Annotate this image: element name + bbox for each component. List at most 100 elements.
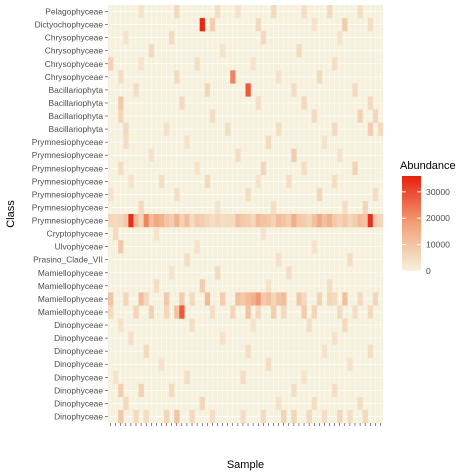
y-tick-label: Mamiellophyceae <box>38 281 104 291</box>
heatmap-cell <box>118 96 124 110</box>
heatmap-cell <box>199 396 205 411</box>
y-tick-label: Pelagophyceae <box>45 7 103 17</box>
heatmap-cell <box>214 214 221 228</box>
legend-tick-label: 10000 <box>426 240 450 250</box>
heatmap-cell <box>118 70 124 84</box>
heatmap-cell <box>270 214 277 228</box>
heatmap-cell <box>250 318 256 332</box>
heatmap-cell <box>337 214 343 228</box>
heatmap-cell <box>301 96 307 110</box>
heatmap-cell <box>133 305 139 319</box>
heatmap-cell <box>143 344 149 358</box>
heatmap-cell <box>352 214 358 228</box>
heatmap-cell <box>270 305 277 319</box>
heatmap-cell <box>158 357 165 371</box>
heatmap-cell <box>306 214 312 228</box>
heatmap-cell <box>204 174 211 189</box>
y-tick-label: Dinophyceae <box>54 411 103 421</box>
heatmap-cell <box>367 344 374 358</box>
heatmap-cell <box>265 357 272 371</box>
y-tick-label: Bacillariophyta <box>49 124 104 134</box>
heatmap-cell <box>133 214 139 228</box>
heatmap-cell <box>138 5 144 19</box>
heatmap-cell <box>372 187 379 202</box>
heatmap-cell <box>158 174 165 189</box>
heatmap-cell <box>372 109 379 123</box>
heatmap-cell <box>321 409 328 424</box>
heatmap-cell <box>179 292 185 306</box>
heatmap-cell <box>276 292 282 306</box>
heatmap-cell <box>301 5 307 19</box>
heatmap-cell <box>148 214 155 228</box>
heatmap-cell <box>164 122 170 136</box>
heatmap-cell <box>179 214 185 228</box>
heatmap-cell <box>143 409 149 424</box>
heatmap-cell <box>148 305 155 319</box>
heatmap-cell <box>174 305 180 319</box>
y-tick-label: Prymnesiophyceae <box>32 163 104 173</box>
heatmap-cell <box>199 214 205 228</box>
heatmap-cell <box>230 214 236 228</box>
heatmap-cell <box>332 174 338 189</box>
y-axis: Pelagophyceae Dictyochophyceae Chrysophyce… <box>32 7 108 421</box>
heatmap-cell <box>260 227 267 241</box>
heatmap-cell <box>326 279 333 293</box>
heatmap-cell <box>296 292 302 306</box>
heatmap-cell <box>291 383 297 398</box>
heatmap-cell <box>281 409 287 424</box>
heatmap-cell <box>204 292 211 306</box>
y-tick-label: Dinophyceae <box>54 320 103 330</box>
heatmap-cell <box>326 214 333 228</box>
heatmap-cell <box>260 161 267 176</box>
y-tick-label: Bacillariophyta <box>49 85 104 95</box>
heatmap-cell <box>342 214 348 228</box>
heatmap-cell <box>255 292 261 306</box>
heatmap-cell <box>286 174 292 189</box>
heatmap-cell <box>118 383 124 398</box>
heatmap-cell <box>296 44 302 58</box>
heatmap-cell <box>209 305 216 319</box>
heatmap-cell <box>281 214 287 228</box>
heatmap-cell <box>240 214 246 228</box>
x-axis <box>110 423 381 426</box>
heatmap-cell <box>235 214 241 228</box>
heatmap-cell <box>265 135 272 149</box>
heatmap-cell <box>245 292 251 306</box>
heatmap-cell <box>199 18 205 32</box>
heatmap-cell <box>362 214 368 228</box>
heatmap-cell <box>367 18 374 32</box>
heatmap-cell <box>184 135 190 149</box>
heatmap-cell <box>194 161 200 176</box>
y-tick-label: Cryptophyceae <box>47 229 104 239</box>
heatmap-cell <box>245 214 251 228</box>
heatmap-cell <box>209 18 216 32</box>
heatmap-cell <box>265 214 272 228</box>
x-axis-title: Sample <box>227 459 264 471</box>
heatmap-cell <box>174 5 180 19</box>
y-tick-label: Prymnesiophyceae <box>32 150 104 160</box>
heatmap-cell <box>367 122 374 136</box>
heatmap-cell <box>342 18 348 32</box>
heatmap-cell <box>321 344 328 358</box>
heatmap-cell <box>235 292 241 306</box>
heatmap-cell <box>245 344 251 358</box>
heatmap-cell <box>357 396 363 411</box>
legend-ticks: 0 10000 20000 30000 <box>402 187 450 276</box>
heatmap-cell <box>123 396 129 411</box>
heatmap-cell <box>301 292 307 306</box>
heatmap-cell <box>138 200 144 215</box>
heatmap-cell <box>225 122 231 136</box>
heatmap-cell <box>184 253 190 267</box>
heatmap-cell <box>113 227 119 241</box>
heatmap-cell <box>357 109 363 123</box>
heatmap-cell <box>357 5 363 19</box>
y-tick-label: Dinophyceae <box>54 385 103 395</box>
heatmap-cell <box>153 227 160 241</box>
heatmap-cell <box>342 200 348 215</box>
heatmap-cell <box>169 266 175 280</box>
heatmap-cell <box>214 266 221 280</box>
heatmap-cell <box>255 305 261 319</box>
heatmap-cell <box>123 292 129 306</box>
heatmap-cell <box>128 214 134 228</box>
heatmap-cell <box>133 83 139 97</box>
